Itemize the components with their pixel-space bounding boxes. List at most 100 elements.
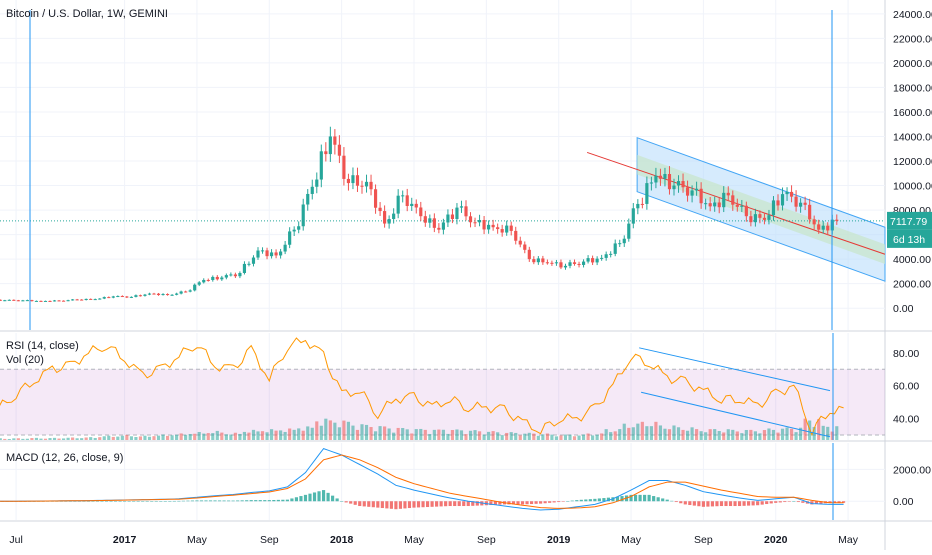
candle-body xyxy=(116,296,120,298)
candle-body xyxy=(423,216,427,223)
macd-histogram-bar xyxy=(724,501,728,507)
candle-body xyxy=(378,207,382,212)
candle-body xyxy=(260,250,265,252)
volume-bar xyxy=(197,431,201,440)
volume-bar xyxy=(455,429,459,440)
candle-body xyxy=(138,295,143,297)
macd-histogram-bar xyxy=(326,492,330,502)
volume-bar xyxy=(34,437,39,440)
candle-body xyxy=(604,254,608,258)
candle-body xyxy=(672,185,676,190)
macd-histogram-bar xyxy=(742,501,746,506)
volume-bar xyxy=(337,427,341,440)
macd-histogram-bar xyxy=(303,494,308,502)
macd-histogram-bar xyxy=(263,500,267,502)
volume-bar xyxy=(161,434,165,440)
volume-bar xyxy=(7,438,11,440)
macd-histogram-bar xyxy=(150,501,154,502)
main-ytick-label: 12000.00 xyxy=(893,156,932,168)
time-axis-label: Sep xyxy=(694,534,713,546)
volume-bar xyxy=(649,426,653,440)
time-axis-label: 2017 xyxy=(113,534,137,546)
macd-histogram-bar xyxy=(701,501,705,507)
volume-bar xyxy=(292,429,296,440)
candle-body xyxy=(690,190,694,196)
macd-histogram-bar xyxy=(489,501,493,506)
candle-body xyxy=(206,279,210,281)
candle-body xyxy=(654,175,658,183)
volume-bar xyxy=(233,432,237,440)
volume-bar xyxy=(143,435,147,440)
candle-body xyxy=(817,224,821,230)
macd-histogram-bar xyxy=(222,500,226,502)
volume-bar xyxy=(695,429,699,440)
macd-histogram-bar xyxy=(629,494,633,502)
candle-body xyxy=(640,203,644,205)
candle-body xyxy=(491,224,495,228)
volume-bar xyxy=(532,433,536,440)
volume-bar xyxy=(175,434,179,440)
candle-body xyxy=(102,297,106,299)
main-ytick-label: 4000.00 xyxy=(893,254,931,266)
candle-body xyxy=(572,262,577,264)
candle-body xyxy=(333,136,337,145)
macd-histogram-bar xyxy=(778,501,782,503)
volume-bar xyxy=(563,434,568,440)
macd-histogram-bar xyxy=(661,498,665,502)
volume-bar xyxy=(613,431,617,440)
macd-histogram-bar xyxy=(132,501,136,502)
macd-histogram-bar xyxy=(299,496,303,502)
candle-body xyxy=(500,229,504,233)
candle-body xyxy=(310,186,314,194)
candle-body xyxy=(523,244,527,250)
rsi-lower-trendline[interactable] xyxy=(641,391,831,438)
volume-bar xyxy=(450,429,455,440)
regression-line[interactable] xyxy=(586,151,886,255)
volume-bar xyxy=(364,424,369,440)
macd-histogram-bar xyxy=(466,501,470,507)
volume-bar xyxy=(591,435,595,440)
macd-histogram-bar xyxy=(457,501,461,507)
macd-histogram-bar xyxy=(344,501,348,503)
volume-bar xyxy=(12,438,16,440)
candle-body xyxy=(591,258,595,263)
macd-histogram-bar xyxy=(819,501,823,504)
macd-histogram-bar xyxy=(620,496,624,502)
macd-histogram-bar xyxy=(529,501,534,505)
macd-histogram-bar xyxy=(208,500,213,502)
macd-histogram-bar xyxy=(254,500,258,502)
volume-bar xyxy=(604,429,608,440)
volume-bar xyxy=(111,436,115,440)
macd-histogram-bar xyxy=(566,501,570,502)
macd-histogram-bar xyxy=(245,500,249,502)
macd-histogram-bar xyxy=(520,501,525,505)
macd-histogram-bar xyxy=(796,501,800,503)
time-axis-label: May xyxy=(621,534,642,546)
volume-bar xyxy=(414,429,418,440)
candle-body xyxy=(658,175,663,179)
volume-bar xyxy=(627,427,631,440)
volume-bar xyxy=(785,427,789,440)
candle-body xyxy=(432,218,436,228)
volume-bar xyxy=(251,429,256,440)
candle-body xyxy=(147,293,152,295)
rsi-upper-trendline[interactable] xyxy=(639,347,831,392)
macd-histogram-bar xyxy=(543,501,547,504)
volume-bar xyxy=(324,418,328,440)
candle-body xyxy=(509,225,513,231)
candle-body xyxy=(152,293,156,295)
candle-body xyxy=(771,200,776,216)
macd-histogram-bar xyxy=(86,501,91,502)
macd-histogram-bar xyxy=(841,501,846,503)
candle-body xyxy=(279,251,283,256)
macd-histogram-bar xyxy=(525,501,529,505)
macd-histogram-bar xyxy=(633,494,638,502)
candle-body xyxy=(57,300,61,302)
volume-bar xyxy=(288,428,292,440)
volume-bar xyxy=(360,424,364,440)
candle-body xyxy=(735,204,739,207)
main-ytick-label: 10000.00 xyxy=(893,181,932,193)
macd-histogram-bar xyxy=(733,501,737,507)
